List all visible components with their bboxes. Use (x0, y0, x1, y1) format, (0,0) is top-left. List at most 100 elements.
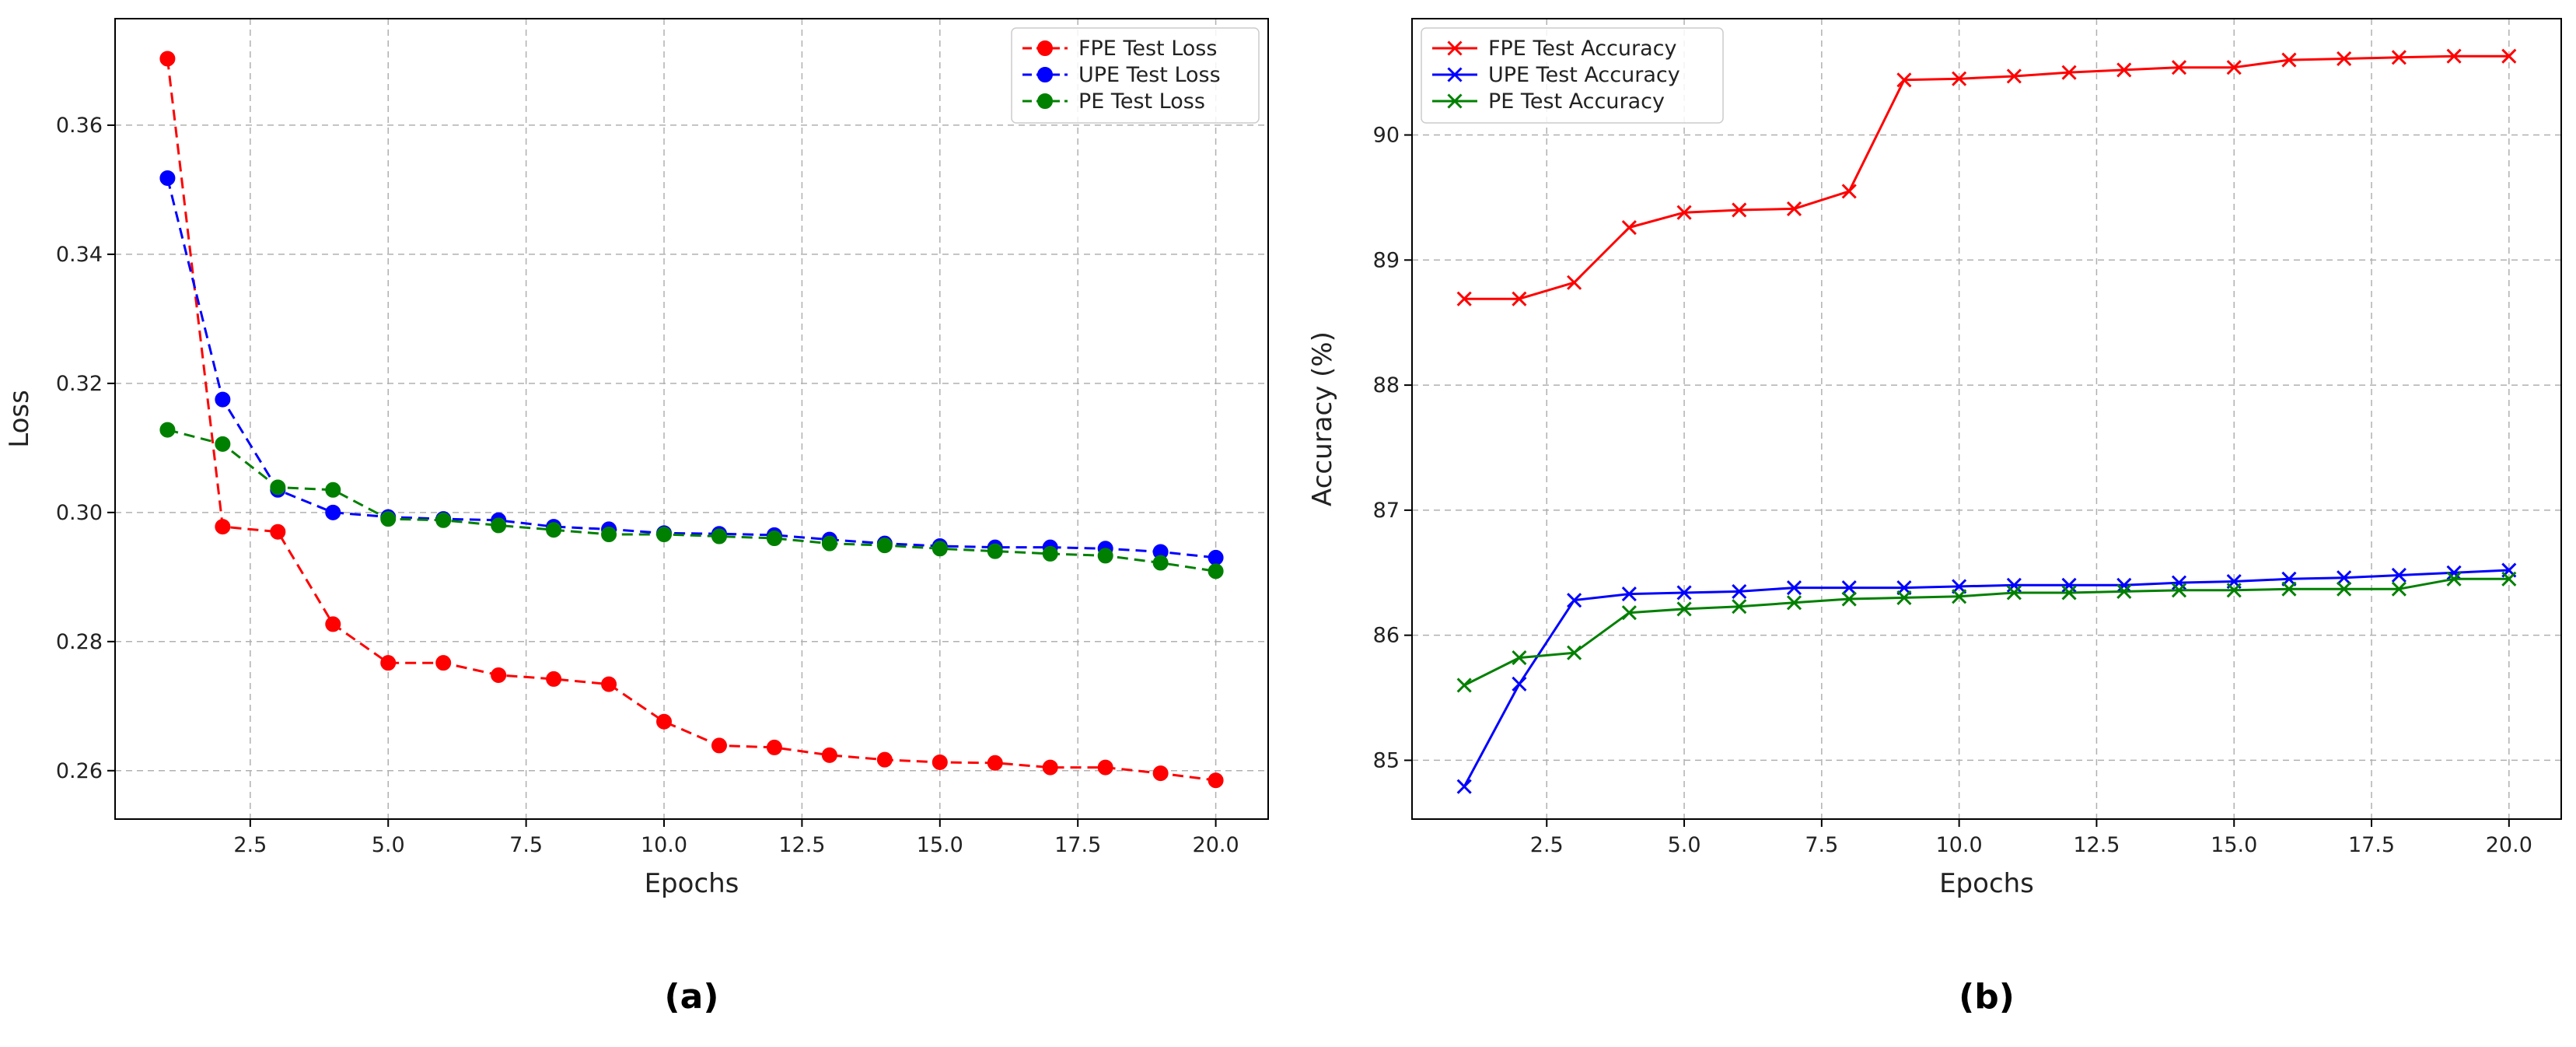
loss-y-axis-label: Loss (4, 390, 35, 448)
fpe-test-loss-legend-item: FPE Test Loss (1022, 37, 1217, 61)
accuracy-y-tick-label: 88 (1373, 373, 1400, 397)
fpe-test-loss-point (656, 713, 673, 730)
loss-x-tick-label: 7.5 (509, 833, 543, 857)
fpe-test-loss-point (821, 747, 837, 763)
pe-test-accuracy-point (2061, 585, 2077, 601)
fpe-test-loss-point (546, 671, 562, 687)
fpe-test-accuracy-legend-label: FPE Test Accuracy (1488, 37, 1676, 61)
loss-x-tick-label: 2.5 (233, 833, 267, 857)
fpe-test-loss-point (491, 667, 507, 683)
panel-label-a: (a) (665, 977, 719, 1017)
accuracy-x-tick-label: 12.5 (2073, 833, 2120, 857)
loss-y-tick-label: 0.30 (56, 501, 103, 525)
pe-test-loss-point (380, 511, 397, 527)
fpe-test-loss-point (987, 755, 1003, 771)
fpe-test-accuracy-legend-marker (1447, 40, 1463, 56)
fpe-test-accuracy-point (1786, 201, 1802, 216)
fpe-test-accuracy-point (1676, 205, 1692, 220)
fpe-test-loss-point (931, 754, 948, 770)
upe-test-accuracy-point (1456, 779, 1472, 794)
pe-test-accuracy-point (2337, 581, 2352, 597)
accuracy-grid (1412, 19, 2561, 819)
fpe-test-loss-point (215, 519, 231, 535)
fpe-test-loss-point (876, 751, 893, 768)
accuracy-ticks: 2.5 5.0 7.5 10.0 12.5 15.0 17.5 20.0 85 86 87 88 89 9… (1373, 124, 2532, 857)
accuracy-chart: 2.5 5.0 7.5 10.0 12.5 15.0 17.5 20.0 85 86 87 88 89 9… (1307, 18, 2562, 1017)
upe-test-accuracy-point (2391, 567, 2406, 583)
pe-test-loss-point (711, 528, 727, 545)
fpe-test-accuracy-point (2501, 48, 2517, 64)
loss-legend-box (1011, 27, 1260, 124)
pe-test-loss-point (215, 436, 231, 452)
accuracy-series (1456, 48, 2517, 794)
upe-test-accuracy-point (1676, 585, 1692, 601)
loss-x-tick-label: 10.0 (641, 833, 687, 857)
upe-test-accuracy-legend-marker (1447, 67, 1463, 82)
fpe-test-accuracy-line (1464, 54, 2509, 300)
pe-test-accuracy-point (2281, 581, 2297, 597)
pe-test-loss-point (1097, 548, 1113, 564)
fpe-test-accuracy-point (1841, 184, 1857, 199)
upe-test-accuracy-point (2116, 577, 2132, 593)
pe-test-loss-point (491, 517, 507, 534)
fpe-test-loss-point (159, 51, 176, 67)
upe-test-accuracy-line (1463, 569, 2509, 787)
pe-test-loss-series (159, 422, 1224, 580)
upe-test-accuracy-point (1841, 580, 1857, 596)
loss-chart: 2.5 5.0 7.5 10.0 12.5 15.0 17.5 20.0 0.26 0.28 0.3… (4, 18, 1269, 1017)
upe-test-accuracy-point (1786, 580, 1802, 596)
loss-plot-frame (114, 18, 1269, 820)
fpe-test-accuracy-point (1456, 291, 1472, 306)
fpe-test-accuracy-point (1567, 275, 1582, 290)
fpe-test-accuracy-point (2006, 68, 2022, 84)
pe-test-accuracy-point (2006, 585, 2022, 601)
upe-test-loss-legend-item: UPE Test Loss (1022, 63, 1221, 87)
pe-test-accuracy-point (1732, 599, 1747, 615)
pe-test-loss-point (876, 538, 893, 554)
pe-test-accuracy-line (1463, 577, 2509, 687)
pe-test-loss-point (159, 422, 176, 438)
fpe-test-loss-point (711, 737, 727, 754)
pe-test-loss-legend-marker (1037, 93, 1053, 109)
fpe-test-accuracy-point (1621, 219, 1637, 236)
pe-test-accuracy-point (1456, 678, 1472, 693)
loss-x-axis-label: Epochs (645, 868, 739, 899)
loss-y-tick-label: 0.36 (56, 114, 103, 138)
accuracy-y-tick-label: 89 (1373, 248, 1400, 272)
accuracy-y-axis-label: Accuracy (%) (1307, 331, 1338, 506)
pe-test-accuracy-point (1841, 591, 1857, 607)
fpe-test-accuracy-point (2226, 60, 2242, 75)
pe-test-accuracy-point (2116, 583, 2132, 599)
pe-test-loss-point (435, 512, 452, 528)
upe-test-accuracy-point (1621, 587, 1637, 602)
upe-test-accuracy-legend-item: UPE Test Accuracy (1432, 63, 1680, 87)
loss-grid (115, 19, 1268, 819)
fpe-test-loss-series (159, 51, 1224, 789)
pe-test-accuracy-point (2391, 581, 2406, 597)
accuracy-legend-box (1421, 27, 1724, 124)
loss-x-tick-label: 15.0 (917, 833, 963, 857)
accuracy-x-tick-label: 17.5 (2348, 833, 2395, 857)
pe-test-loss-point (601, 527, 617, 543)
pe-test-accuracy-point (1676, 601, 1692, 617)
pe-test-accuracy-legend-marker (1447, 93, 1463, 109)
accuracy-x-tick-label: 20.0 (2486, 833, 2532, 857)
loss-series (159, 51, 1224, 789)
accuracy-x-axis-label: Epochs (1939, 868, 2034, 899)
loss-y-tick-label: 0.34 (56, 243, 103, 267)
loss-y-tick-label: 0.26 (56, 759, 103, 783)
accuracy-x-tick-label: 15.0 (2211, 833, 2257, 857)
fpe-test-accuracy-point (1732, 202, 1747, 218)
fpe-test-loss-point (1208, 772, 1224, 789)
fpe-test-loss-point (435, 655, 452, 671)
fpe-test-loss-legend-marker (1037, 40, 1053, 56)
pe-test-loss-point (1042, 545, 1058, 562)
pe-test-accuracy-legend-item: PE Test Accuracy (1432, 89, 1665, 114)
pe-test-accuracy-point (1786, 595, 1802, 611)
fpe-test-accuracy-point (2061, 65, 2077, 80)
pe-test-loss-legend-label: PE Test Loss (1078, 89, 1205, 114)
accuracy-x-tick-label: 5.0 (1668, 833, 1701, 857)
pe-test-loss-point (656, 527, 673, 543)
